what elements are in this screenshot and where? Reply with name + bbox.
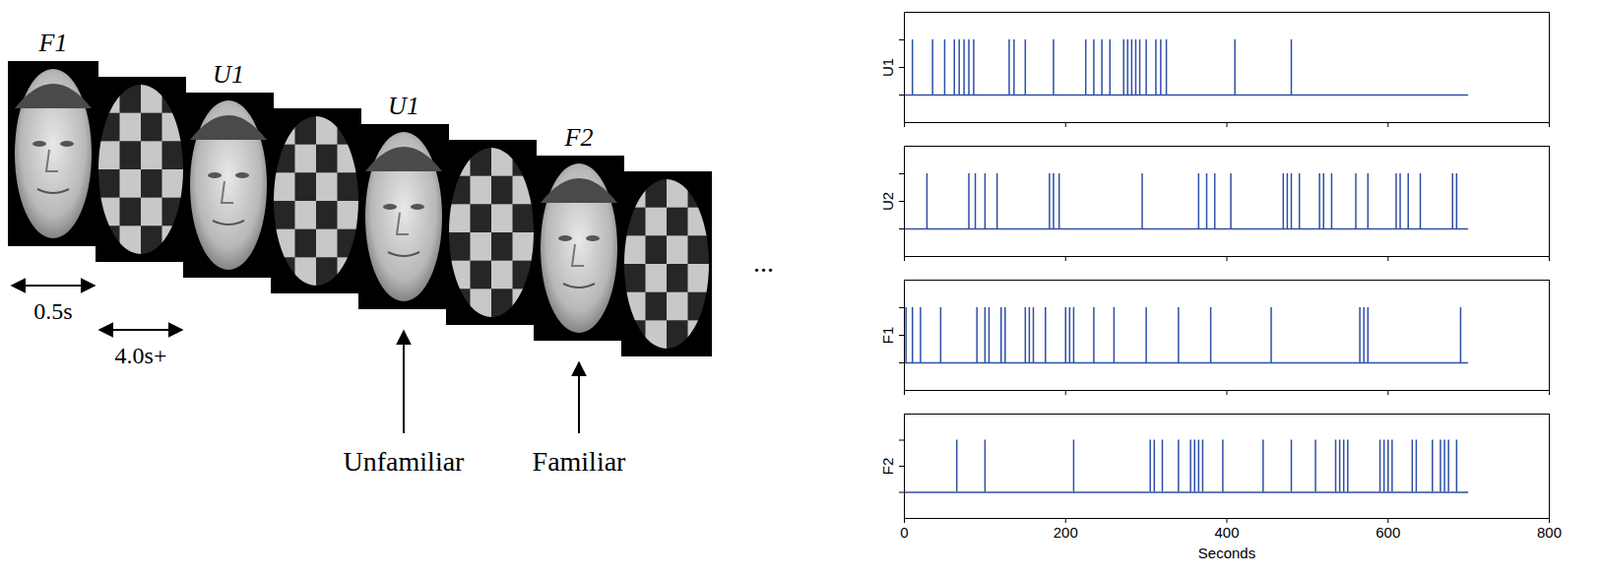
svg-text:0.5s: 0.5s <box>33 298 72 324</box>
svg-text:600: 600 <box>1375 523 1401 541</box>
svg-text:F2: F2 <box>564 123 594 152</box>
svg-text:Unfamiliar: Unfamiliar <box>343 446 466 477</box>
svg-text:F1: F1 <box>38 28 68 58</box>
svg-text:F2: F2 <box>879 457 896 476</box>
svg-text:Seconds: Seconds <box>1198 544 1256 562</box>
svg-text:U1: U1 <box>879 58 896 77</box>
svg-text:Familiar: Familiar <box>532 446 628 477</box>
svg-text:U1: U1 <box>212 60 245 89</box>
svg-text:200: 200 <box>1053 523 1079 541</box>
svg-text:U1: U1 <box>387 91 420 121</box>
svg-text:...: ... <box>753 247 774 278</box>
svg-text:U2: U2 <box>879 192 896 211</box>
svg-text:F1: F1 <box>879 326 896 345</box>
svg-text:0: 0 <box>899 523 908 541</box>
svg-text:800: 800 <box>1536 523 1562 541</box>
svg-text:400: 400 <box>1214 523 1239 541</box>
svg-text:4.0s+: 4.0s+ <box>115 342 168 369</box>
